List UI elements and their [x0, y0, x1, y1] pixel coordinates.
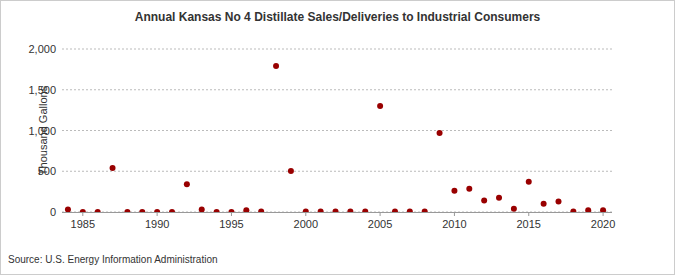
point: [451, 188, 457, 194]
y-tick-label: 1,500: [28, 84, 56, 96]
x-axis: [62, 212, 612, 213]
point: [65, 207, 71, 212]
y-tick-label: 2,000: [28, 43, 56, 55]
source: Source: U.S. Energy Information Administ…: [8, 254, 218, 265]
x-tick: [305, 212, 306, 216]
point: [600, 207, 606, 212]
point: [273, 63, 279, 69]
point: [110, 165, 116, 171]
x-tick-label: 2015: [517, 218, 541, 230]
x-tick: [380, 212, 381, 216]
point: [258, 209, 264, 212]
x-tick: [157, 212, 158, 216]
x-tick: [603, 212, 604, 216]
point: [80, 209, 86, 212]
chart: Annual Kansas No 4 Distillate Sales/Deli…: [0, 0, 675, 275]
x-tick: [231, 212, 232, 216]
point: [318, 209, 324, 212]
x-tick-label: 1985: [71, 218, 95, 230]
point: [95, 209, 101, 212]
point: [362, 209, 368, 212]
x-tick: [528, 212, 529, 216]
point: [303, 209, 309, 212]
x-tick-label: 1995: [219, 218, 243, 230]
point: [184, 181, 190, 187]
point: [169, 209, 175, 212]
point: [124, 209, 130, 212]
point: [199, 207, 205, 212]
x-tick: [454, 212, 455, 216]
point: [541, 201, 547, 207]
point: [437, 130, 443, 136]
point: [139, 209, 145, 212]
grid-line: [62, 171, 612, 172]
points: [65, 63, 606, 212]
x-tick: [82, 212, 83, 216]
y-tick-label: 0: [50, 206, 56, 218]
x-tick-label: 2000: [294, 218, 318, 230]
point: [570, 209, 576, 212]
point: [214, 209, 220, 212]
point: [555, 198, 561, 204]
point: [333, 209, 339, 212]
x-tick-label: 1990: [145, 218, 169, 230]
frame: [1, 1, 675, 275]
grid-line: [62, 130, 612, 131]
x-tick-label: 2020: [591, 218, 615, 230]
point: [585, 207, 591, 212]
point: [377, 103, 383, 109]
point: [407, 209, 413, 212]
title: Annual Kansas No 4 Distillate Sales/Deli…: [135, 10, 541, 24]
point: [466, 186, 472, 192]
y-tick-label: 1,000: [28, 125, 56, 137]
grid-line: [62, 49, 612, 50]
point: [288, 168, 294, 174]
point: [496, 195, 502, 201]
y-tick-label: 500: [38, 165, 56, 177]
x-tick-label: 2005: [368, 218, 392, 230]
point: [228, 209, 234, 212]
point: [243, 207, 249, 212]
point: [392, 209, 398, 212]
point: [422, 209, 428, 212]
grid-line: [62, 89, 612, 90]
point: [347, 209, 353, 212]
point: [526, 179, 532, 185]
x-tick-label: 2010: [442, 218, 466, 230]
point: [511, 206, 517, 212]
point: [154, 209, 160, 212]
point: [481, 198, 487, 204]
